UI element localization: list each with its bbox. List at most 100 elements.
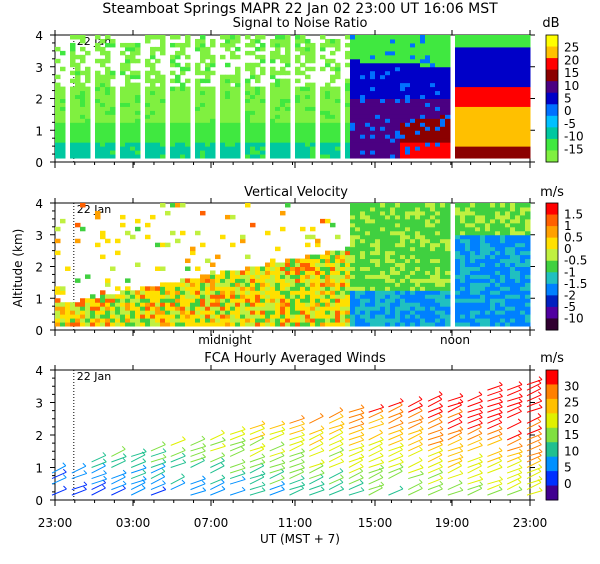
snr-cell	[155, 150, 161, 154]
velocity-cell	[390, 314, 396, 318]
velocity-cell	[380, 298, 386, 302]
snr-cell	[105, 59, 111, 63]
velocity-cell	[375, 267, 381, 271]
snr-cell	[470, 35, 476, 39]
velocity-cell	[500, 263, 506, 267]
snr-cell	[130, 71, 136, 75]
snr-cell	[275, 146, 281, 150]
snr-cell	[130, 83, 136, 87]
snr-cell	[490, 43, 496, 47]
velocity-cell	[515, 290, 521, 294]
velocity-cell	[490, 231, 496, 235]
snr-cell	[370, 39, 376, 43]
snr-cell	[305, 83, 311, 87]
snr-cell	[320, 134, 326, 138]
snr-cell	[375, 71, 381, 75]
snr-cell	[325, 146, 331, 150]
velocity-cell	[445, 203, 451, 207]
velocity-cell	[375, 227, 381, 231]
velocity-cell	[400, 223, 406, 227]
snr-cell	[490, 150, 496, 154]
snr-cell	[155, 106, 161, 110]
velocity-cell	[320, 298, 326, 302]
velocity-cell	[270, 290, 276, 294]
snr-cell	[365, 79, 371, 83]
snr-cell	[280, 110, 286, 114]
snr-cell	[145, 75, 151, 79]
snr-cell	[445, 83, 451, 87]
velocity-cell	[295, 270, 301, 274]
velocity-cell	[170, 314, 176, 318]
velocity-cell	[250, 306, 256, 310]
snr-cell	[435, 95, 441, 99]
velocity-cell	[525, 274, 531, 278]
velocity-cell	[380, 247, 386, 251]
snr-cell	[295, 134, 301, 138]
velocity-cell	[505, 203, 511, 207]
velocity-cell	[380, 314, 386, 318]
snr-cell	[155, 87, 161, 91]
velocity-cell	[495, 278, 501, 282]
velocity-cell	[390, 263, 396, 267]
snr-cell	[285, 91, 291, 95]
snr-cell	[365, 118, 371, 122]
velocity-cell	[130, 235, 136, 239]
snr-cell	[435, 55, 441, 59]
velocity-cell	[495, 294, 501, 298]
velocity-cell	[400, 251, 406, 255]
snr-cell	[200, 99, 206, 103]
velocity-cell	[415, 235, 421, 239]
velocity-cell	[365, 211, 371, 215]
snr-cell	[255, 114, 261, 118]
velocity-cell	[270, 318, 276, 322]
velocity-cell	[290, 267, 296, 271]
velocity-cell	[525, 298, 531, 302]
velocity-cell	[195, 302, 201, 306]
velocity-cell	[445, 219, 451, 223]
wind-barb-feather	[262, 425, 265, 428]
snr-cell	[380, 106, 386, 110]
snr-cell	[400, 114, 406, 118]
velocity-cell	[65, 310, 71, 314]
snr-cell	[390, 154, 396, 158]
snr-cell	[100, 130, 106, 134]
snr-cell	[410, 79, 416, 83]
snr-cell	[345, 79, 351, 83]
snr-cell	[55, 122, 61, 126]
velocity-cell	[495, 247, 501, 251]
snr-cell	[100, 39, 106, 43]
velocity-cell	[390, 203, 396, 207]
snr-cell	[345, 51, 351, 55]
snr-cell	[245, 63, 251, 67]
snr-cell	[365, 47, 371, 51]
velocity-cell	[440, 274, 446, 278]
velocity-cell	[350, 255, 356, 259]
snr-cell	[385, 126, 391, 130]
snr-cell	[295, 35, 301, 39]
snr-cell	[350, 43, 356, 47]
velocity-cell	[415, 223, 421, 227]
snr-cell	[150, 110, 156, 114]
snr-cell	[485, 79, 491, 83]
velocity-cell	[390, 243, 396, 247]
velocity-cell	[425, 278, 431, 282]
velocity-cell	[330, 274, 336, 278]
snr-cell	[380, 55, 386, 59]
velocity-cell	[395, 203, 401, 207]
snr-cell	[325, 95, 331, 99]
snr-cell	[455, 150, 461, 154]
snr-cell	[250, 126, 256, 130]
velocity-cell	[475, 306, 481, 310]
snr-cell	[200, 79, 206, 83]
snr-cell	[175, 142, 181, 146]
velocity-cell	[345, 302, 351, 306]
snr-cell	[205, 146, 211, 150]
snr-cell	[500, 102, 506, 106]
snr-cell	[390, 51, 396, 55]
velocity-cell	[315, 243, 321, 247]
velocity-cell	[470, 247, 476, 251]
snr-cell	[110, 154, 116, 158]
velocity-cell	[505, 223, 511, 227]
snr-cell	[485, 130, 491, 134]
snr-cell	[335, 150, 341, 154]
